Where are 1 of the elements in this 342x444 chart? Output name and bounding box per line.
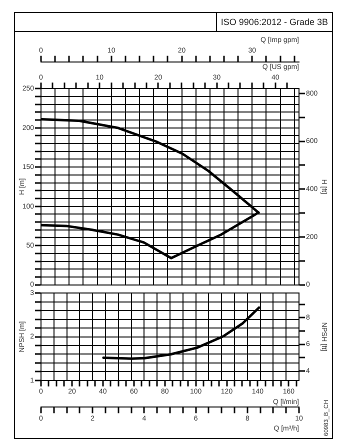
text: ISO 9906:2012 - Grade 3B xyxy=(216,13,332,31)
